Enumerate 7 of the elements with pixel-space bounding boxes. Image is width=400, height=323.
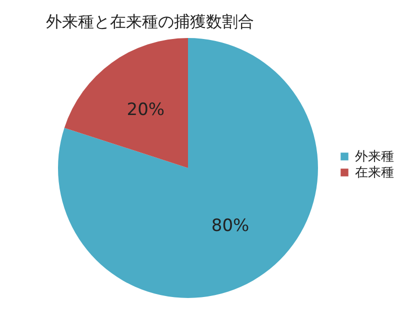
data-label: 20% (126, 100, 165, 120)
legend-label: 外来種 (355, 150, 394, 164)
chart-title: 外来種と在来種の捕獲数割合 (46, 12, 254, 31)
pie-slice (58, 38, 318, 298)
data-label: 80% (211, 216, 250, 236)
legend-label: 在来種 (355, 166, 394, 180)
pie-slice (64, 38, 188, 168)
